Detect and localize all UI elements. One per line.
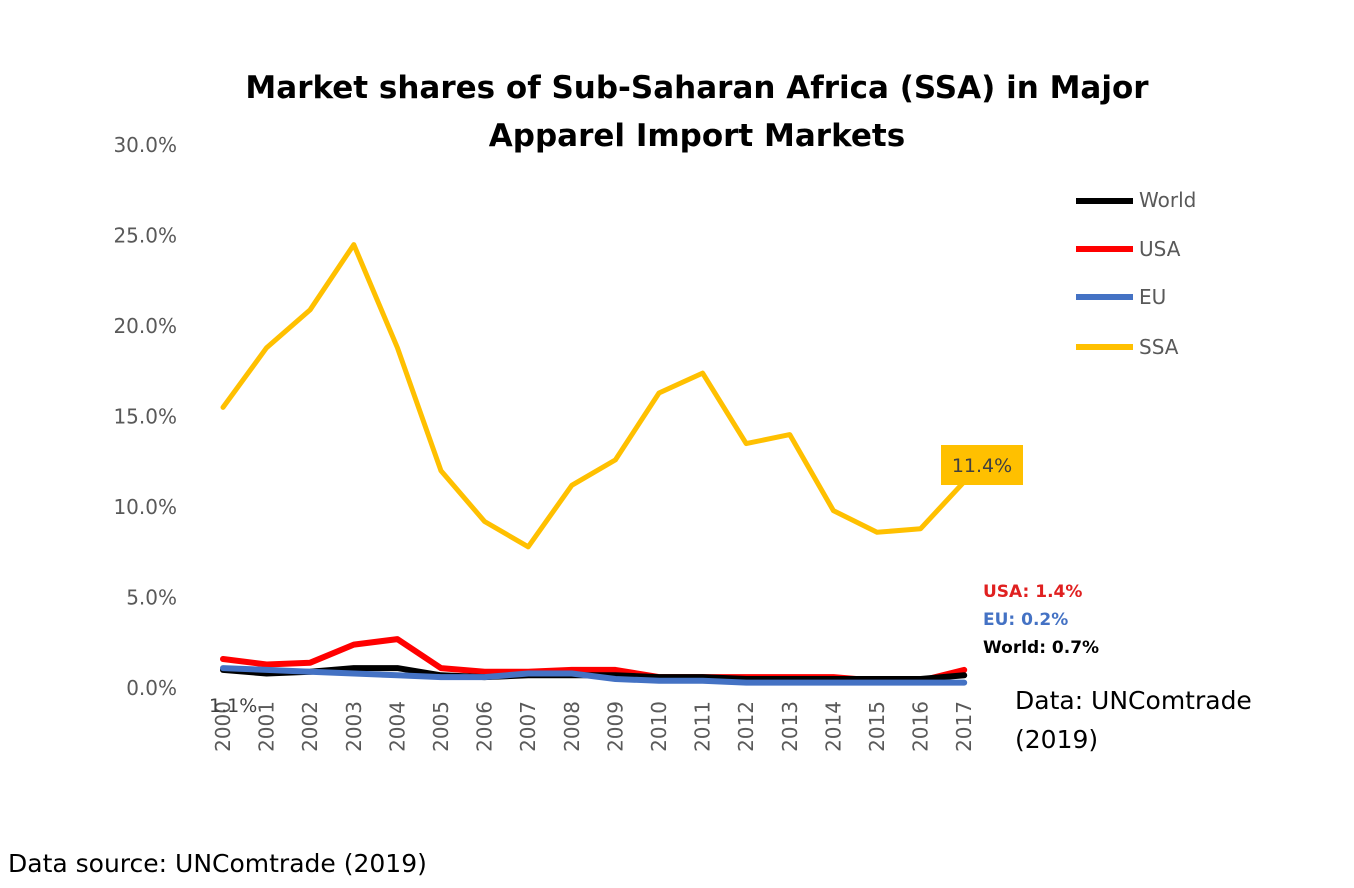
legend: World USA EU SSA (1076, 188, 1196, 359)
legend-label-world: World (1139, 188, 1196, 212)
x-tick-label: 2017 (952, 701, 976, 752)
chart-title-line-1: Market shares of Sub-Saharan Africa (SSA… (245, 70, 1149, 106)
y-tick-label: 10.0% (113, 495, 177, 519)
series-line-eu (220, 665, 968, 686)
x-tick-label: 2003 (342, 701, 366, 752)
x-tick-label: 2009 (603, 701, 627, 752)
legend-label-eu: EU (1139, 285, 1166, 309)
y-tick-label: 25.0% (113, 224, 177, 248)
x-tick-label: 2002 (298, 701, 322, 752)
y-axis: 0.0% 5.0% 10.0% 15.0% 20.0% 25.0% 30.0% (113, 133, 177, 700)
world-value-annotation: World: 0.7% (983, 638, 1099, 658)
footer-source: Data source: UNComtrade (2019) (8, 849, 427, 878)
y-tick-label: 5.0% (126, 586, 177, 610)
series-line-ssa (220, 242, 967, 550)
y-tick-label: 15.0% (113, 405, 177, 429)
ssa-end-callout-box (941, 445, 1023, 485)
x-tick-label: 2013 (778, 701, 802, 752)
chart-title-line-2: Apparel Import Markets (489, 118, 905, 154)
y-tick-label: 0.0% (126, 676, 177, 700)
x-tick-label: 2016 (909, 701, 933, 752)
legend-label-ssa: SSA (1139, 335, 1179, 359)
x-tick-label: 2011 (691, 701, 715, 752)
x-tick-label: 2015 (865, 701, 889, 752)
source-inside-line-1: Data: UNComtrade (1015, 686, 1252, 715)
y-tick-label: 20.0% (113, 314, 177, 338)
eu-value-annotation: EU: 0.2% (983, 610, 1068, 630)
x-tick-label: 2001 (255, 701, 279, 752)
x-tick-label: 2006 (473, 701, 497, 752)
series-lines (220, 242, 968, 686)
x-tick-label: 2004 (385, 701, 409, 752)
ssa-end-callout-label: 11.4% (952, 455, 1012, 477)
x-tick-label: 2014 (821, 701, 845, 752)
x-tick-label: 2010 (647, 701, 671, 752)
x-tick-label: 2007 (516, 701, 540, 752)
usa-value-annotation: USA: 1.4% (983, 582, 1082, 602)
y-tick-label: 30.0% (113, 133, 177, 157)
x-tick-label: 2008 (560, 701, 584, 752)
x-axis: 2000 2001 2002 2003 2004 2005 2006 2007 2008 2009… (211, 701, 976, 752)
source-inside-line-2: (2019) (1015, 725, 1098, 754)
start-value-label: 1.1% (209, 695, 257, 717)
x-tick-label: 2005 (429, 701, 453, 752)
x-tick-label: 2000 (211, 701, 235, 752)
x-tick-label: 2012 (734, 701, 758, 752)
legend-label-usa: USA (1139, 237, 1181, 261)
